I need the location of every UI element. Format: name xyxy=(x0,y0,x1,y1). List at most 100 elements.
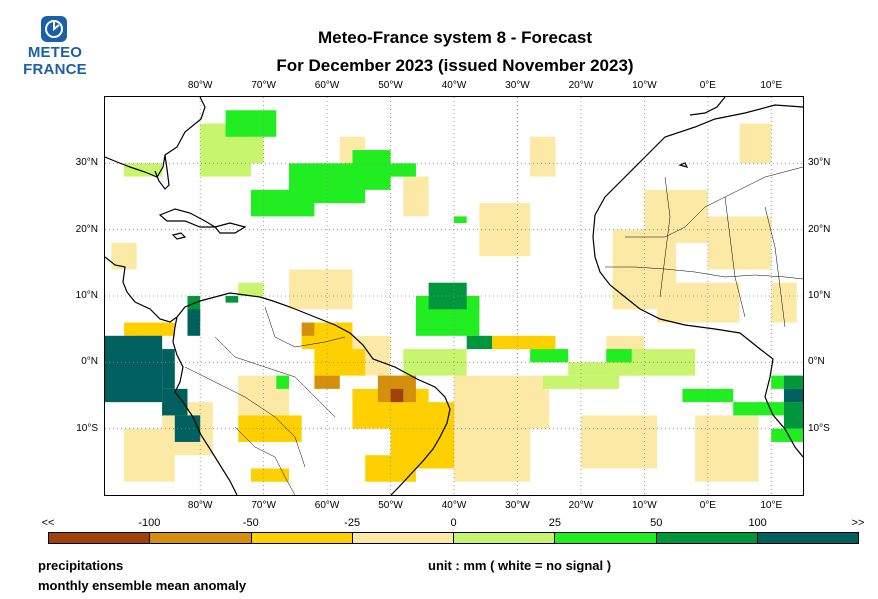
anomaly-cell xyxy=(390,163,416,177)
country-borders xyxy=(184,166,804,496)
anomaly-cell xyxy=(187,309,201,336)
anomaly-cell xyxy=(466,335,493,350)
lon-label-top: 10°W xyxy=(632,80,657,91)
anomaly-cell xyxy=(174,415,201,442)
logo-text-line1: METEO xyxy=(27,44,83,61)
lon-label-bottom: 70°W xyxy=(251,500,276,511)
lon-label-bottom: 80°W xyxy=(187,500,213,511)
lon-label-bottom: 10°W xyxy=(632,500,657,511)
anomaly-cell xyxy=(783,402,803,429)
anomaly-cell xyxy=(301,322,315,336)
lat-label-right: 10°N xyxy=(808,290,831,301)
lat-label-right: 0°N xyxy=(808,356,825,368)
anomaly-cell xyxy=(225,110,277,137)
anomaly-cell xyxy=(695,415,759,482)
colorbar-tick-label: -50 xyxy=(242,517,259,529)
anomaly-cell xyxy=(238,282,264,296)
colorbar-end-left: << xyxy=(41,517,55,529)
lon-label-top: 70°W xyxy=(251,80,276,91)
anomaly-cell xyxy=(530,136,556,177)
anomaly-cell xyxy=(682,388,734,403)
colorbar-segment xyxy=(150,533,252,543)
lon-label-top: 0°E xyxy=(699,80,716,91)
lat-label-right: 30°N xyxy=(808,157,831,169)
anomaly-cell xyxy=(124,428,175,482)
anomaly-cell xyxy=(415,322,480,336)
anomaly-cell xyxy=(225,296,239,303)
lon-label-top: 50°W xyxy=(378,80,403,91)
lat-label-left: 30°N xyxy=(75,157,98,169)
lon-label-bottom: 10°E xyxy=(760,500,783,511)
anomaly-cell xyxy=(428,282,467,310)
unit-label: unit : mm ( white = no signal ) xyxy=(428,558,612,573)
anomaly-cell xyxy=(606,349,632,363)
anomaly-cell xyxy=(783,388,803,403)
map-grid xyxy=(105,97,803,495)
lon-label-bottom: 0°E xyxy=(699,500,716,511)
colorbar-end-right: >> xyxy=(851,517,865,529)
colorbar-segment xyxy=(656,533,758,543)
anomaly-cell xyxy=(542,375,619,389)
colorbar-segment xyxy=(352,533,454,543)
anomaly-cell xyxy=(783,375,803,389)
logo-globe-icon xyxy=(41,16,67,42)
page-subtitle: For December 2023 (issued November 2023) xyxy=(276,56,634,75)
colorbar xyxy=(48,532,859,544)
anomaly-cell xyxy=(289,269,353,310)
page-title: Meteo-France system 8 - Forecast xyxy=(318,28,592,47)
colorbar-segment xyxy=(757,533,858,543)
anomaly-cell xyxy=(568,362,645,376)
lon-label-top: 20°W xyxy=(568,80,594,91)
colorbar-tick-label: 50 xyxy=(650,517,663,529)
lon-label-bottom: 50°W xyxy=(378,500,403,511)
anomaly-cell xyxy=(580,415,658,469)
lon-label-bottom: 40°W xyxy=(441,500,467,511)
forecast-map xyxy=(104,96,804,496)
colorbar-segment xyxy=(49,533,151,543)
lon-label-bottom: 30°W xyxy=(505,500,530,511)
anomaly-cell xyxy=(162,349,175,389)
anomaly-cell xyxy=(124,322,175,336)
lat-label-left: 10°S xyxy=(76,422,98,434)
lat-label-left: 20°N xyxy=(75,223,98,235)
lon-label-top: 80°W xyxy=(187,80,213,91)
anomaly-cell xyxy=(105,335,163,403)
meteo-france-logo: METEO FRANCE xyxy=(20,12,90,82)
colorbar-tick-label: 0 xyxy=(450,517,457,529)
lon-label-top: 10°E xyxy=(760,80,783,91)
lat-label-right: 10°S xyxy=(808,422,830,434)
colorbar-segment xyxy=(251,533,353,543)
anomaly-cell xyxy=(352,150,391,190)
anomaly-cell xyxy=(390,388,404,403)
lat-label-left: 10°N xyxy=(75,290,98,301)
anomaly-cell xyxy=(479,203,531,257)
anomaly-cell xyxy=(492,335,556,350)
anomaly-cell xyxy=(657,282,740,323)
logo-text-line2: FRANCE xyxy=(23,61,87,78)
anomaly-cell xyxy=(276,375,290,389)
colorbar-segment xyxy=(454,533,556,543)
lon-label-bottom: 20°W xyxy=(568,500,594,511)
anomaly-cell xyxy=(250,468,290,482)
anomaly-cell xyxy=(739,123,772,164)
lon-label-top: 60°W xyxy=(314,80,340,91)
map-canvas xyxy=(104,96,804,496)
colorbar-tick-label: 25 xyxy=(548,517,561,529)
lon-label-bottom: 60°W xyxy=(314,500,340,511)
anomaly-cell xyxy=(771,428,803,442)
anomaly-cell xyxy=(733,402,784,416)
anomaly-cell xyxy=(454,216,467,224)
colorbar-tick-label: -100 xyxy=(138,517,161,529)
colorbar-segment xyxy=(555,533,657,543)
anomaly-cell xyxy=(314,349,366,376)
variable-label: precipitations xyxy=(38,558,124,573)
anomaly-cell xyxy=(238,136,264,164)
lon-label-top: 40°W xyxy=(441,80,467,91)
anomaly-cell xyxy=(403,176,429,217)
anomaly-cell xyxy=(771,282,797,323)
anomaly-cell xyxy=(530,349,569,363)
colorbar-tick-label: 100 xyxy=(748,517,767,529)
colorbar-tick-label: -25 xyxy=(344,517,361,529)
lat-label-left: 0°N xyxy=(81,356,98,368)
description-label: monthly ensemble mean anomaly xyxy=(38,578,247,593)
